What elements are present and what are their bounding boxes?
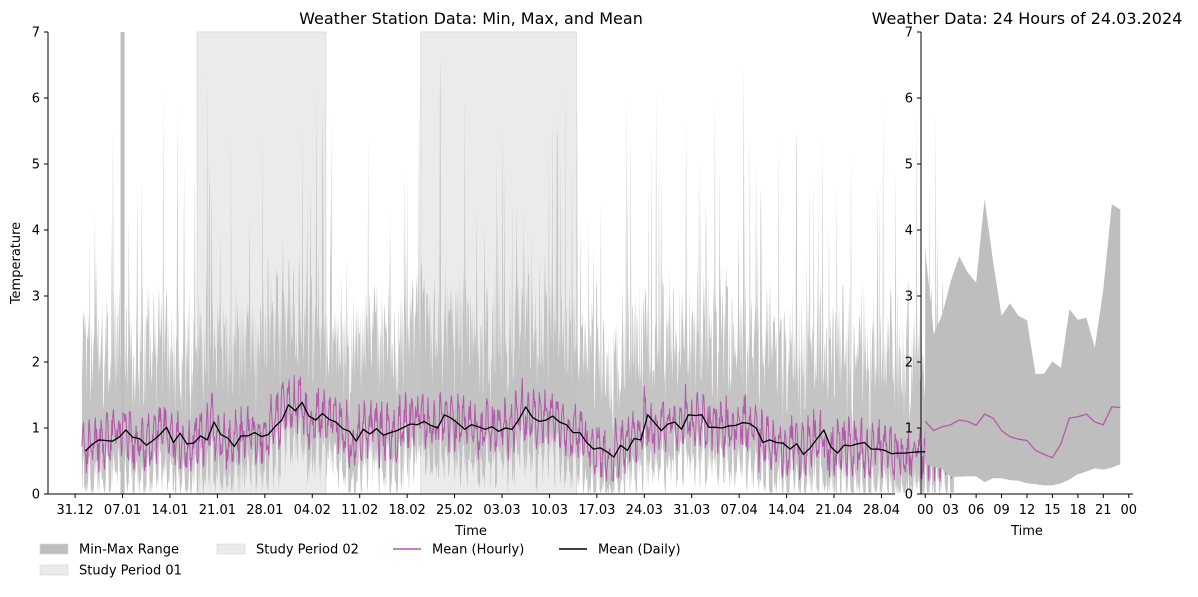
outlier-spike — [120, 32, 125, 494]
day-hourly-mean-group — [924, 406, 1121, 459]
main-x-tick-label: 31.12 — [56, 503, 93, 518]
legend-item: Mean (Hourly) — [393, 543, 524, 558]
main-x-tick-label: 14.01 — [151, 503, 188, 518]
main-x-tick-label: 24.03 — [626, 503, 663, 518]
day-hourly-mean-line — [924, 406, 1121, 459]
main-x-tick-label: 18.02 — [389, 503, 426, 518]
main-y-tick-label: 4 — [32, 224, 40, 239]
legend-label: Mean (Hourly) — [432, 543, 524, 558]
day-y-tick-label: 0 — [905, 488, 913, 503]
legend-label: Mean (Daily) — [598, 543, 681, 558]
day-x-tick-label: 12 — [1019, 503, 1036, 518]
day-x-tick-label: 21 — [1095, 503, 1112, 518]
main-x-tick-label: 28.04 — [863, 503, 900, 518]
main-x-tick-label: 31.03 — [673, 503, 710, 518]
main-x-tick-label: 28.01 — [246, 503, 283, 518]
main-x-tick-label: 07.04 — [721, 503, 758, 518]
daily-mean-group — [84, 401, 953, 461]
legend-label: Min-Max Range — [79, 543, 179, 558]
day-x-tick-label: 09 — [993, 503, 1010, 518]
main-chart-axes: 0 1 2 3 4 5 6 7 31.12 07.01 14.01 21.01 28.01 04.02 11… — [32, 26, 900, 519]
day-min-max-fill — [925, 199, 1121, 486]
main-y-tick-label: 7 — [32, 26, 40, 41]
day-chart-xlabel: Time — [1010, 524, 1043, 539]
legend-swatch — [39, 564, 69, 576]
day-chart-title: Weather Data: 24 Hours of 24.03.2024 — [872, 9, 1183, 28]
main-chart-xlabel: Time — [454, 524, 487, 539]
main-x-tick-label: 25.02 — [436, 503, 473, 518]
day-x-tick-label: 18 — [1070, 503, 1087, 518]
legend: Min-Max Range Study Period 01 Study Period… — [39, 543, 681, 579]
main-chart-title: Weather Station Data: Min, Max, and Mean — [299, 9, 643, 28]
main-y-tick-label: 5 — [32, 158, 40, 173]
main-y-tick-label: 0 — [32, 488, 40, 503]
day-y-tick-label: 5 — [905, 158, 913, 173]
main-x-tick-label: 17.03 — [578, 503, 615, 518]
main-y-tick-label: 6 — [32, 92, 40, 107]
main-x-tick-label: 03.03 — [483, 503, 520, 518]
main-y-tick-label: 3 — [32, 290, 40, 305]
day-x-tick-label: 15 — [1044, 503, 1061, 518]
day-x-tick-label: 03 — [942, 503, 959, 518]
legend-swatch — [39, 543, 69, 555]
main-x-tick-label: 07.01 — [104, 503, 141, 518]
day-x-tick-label: 00 — [917, 503, 934, 518]
main-x-tick-label: 04.02 — [294, 503, 331, 518]
legend-label: Study Period 02 — [256, 543, 359, 558]
main-x-tick-label: 11.02 — [341, 503, 378, 518]
daily-mean-line — [84, 401, 953, 461]
legend-swatch — [216, 543, 246, 555]
hourly-mean-group — [81, 374, 956, 482]
day-min-max-area — [925, 199, 1121, 486]
day-y-tick-label: 7 — [905, 26, 913, 41]
main-x-tick-label: 21.01 — [199, 503, 236, 518]
legend-item: Mean (Daily) — [559, 543, 681, 558]
main-x-tick-label: 14.04 — [768, 503, 805, 518]
main-x-tick-label: 10.03 — [531, 503, 568, 518]
day-y-tick-label: 4 — [905, 224, 913, 239]
day-y-tick-label: 1 — [905, 422, 913, 437]
main-y-tick-label: 2 — [32, 356, 40, 371]
main-x-tick-label: 21.04 — [815, 503, 852, 518]
legend-item: Min-Max Range — [39, 543, 179, 558]
day-x-tick-label: 00 — [1120, 503, 1137, 518]
legend-item: Study Period 01 — [39, 564, 182, 579]
day-y-tick-label: 6 — [905, 92, 913, 107]
legend-label: Study Period 01 — [79, 564, 182, 579]
day-y-tick-label: 2 — [905, 356, 913, 371]
main-chart-ylabel: Temperature — [9, 222, 24, 305]
day-y-tick-label: 3 — [905, 290, 913, 305]
hourly-mean-line — [81, 374, 956, 482]
legend-item: Study Period 02 — [216, 543, 359, 558]
day-x-tick-label: 06 — [968, 503, 985, 518]
main-y-tick-label: 1 — [32, 422, 40, 437]
